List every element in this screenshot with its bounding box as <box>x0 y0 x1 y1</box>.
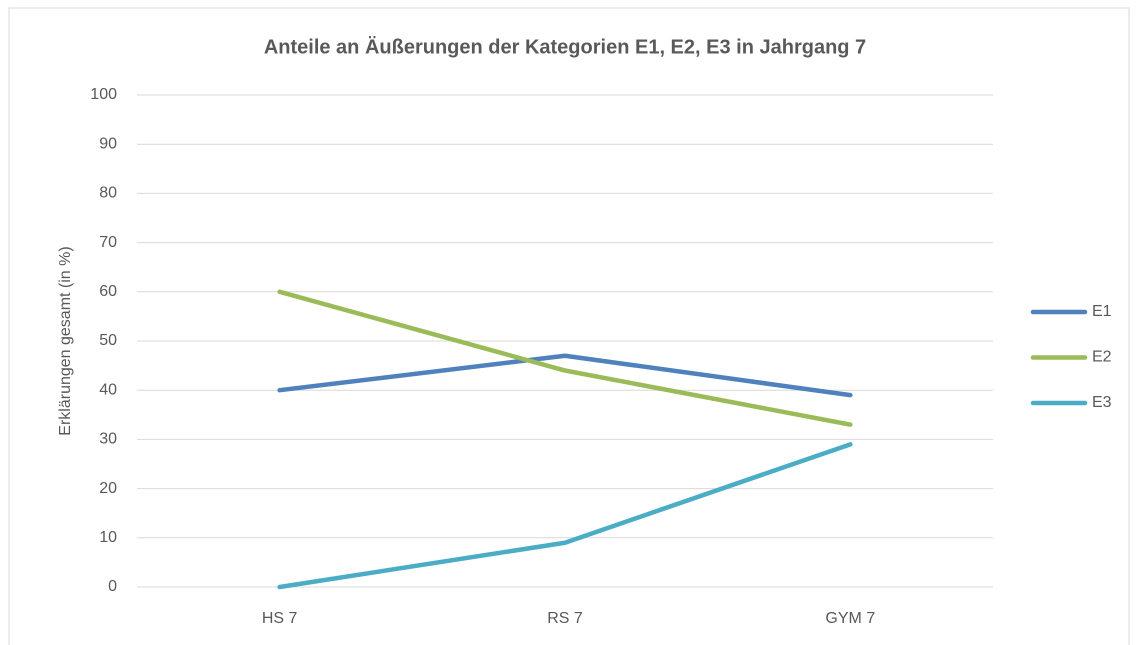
y-tick-label: 80 <box>99 185 117 202</box>
chart-title: Anteile an Äußerungen der Kategorien E1,… <box>264 35 866 58</box>
data-line <box>277 353 853 398</box>
y-tick-label: 50 <box>99 332 117 349</box>
legend-label: E2 <box>1092 349 1112 366</box>
x-tick-label: RS 7 <box>547 610 583 627</box>
y-tick-label: 40 <box>99 381 117 398</box>
y-tick-label: 10 <box>99 529 117 546</box>
y-tick-label: 0 <box>108 578 117 595</box>
y-tick-label: 60 <box>99 283 117 300</box>
data-line <box>277 442 853 590</box>
y-tick-label: 90 <box>99 135 117 152</box>
y-axis-label: Erklärungen gesamt (in %) <box>57 246 74 435</box>
x-tick-label: HS 7 <box>262 610 298 627</box>
legend-label: E1 <box>1092 303 1112 320</box>
chart-frame <box>8 7 1130 645</box>
data-line <box>277 289 853 427</box>
y-tick-label: 70 <box>99 234 117 251</box>
y-tick-label: 30 <box>99 431 117 448</box>
y-tick-label: 100 <box>90 86 117 103</box>
y-tick-label: 20 <box>99 480 117 497</box>
legend-label: E3 <box>1092 394 1112 411</box>
x-tick-label: GYM 7 <box>825 610 875 627</box>
